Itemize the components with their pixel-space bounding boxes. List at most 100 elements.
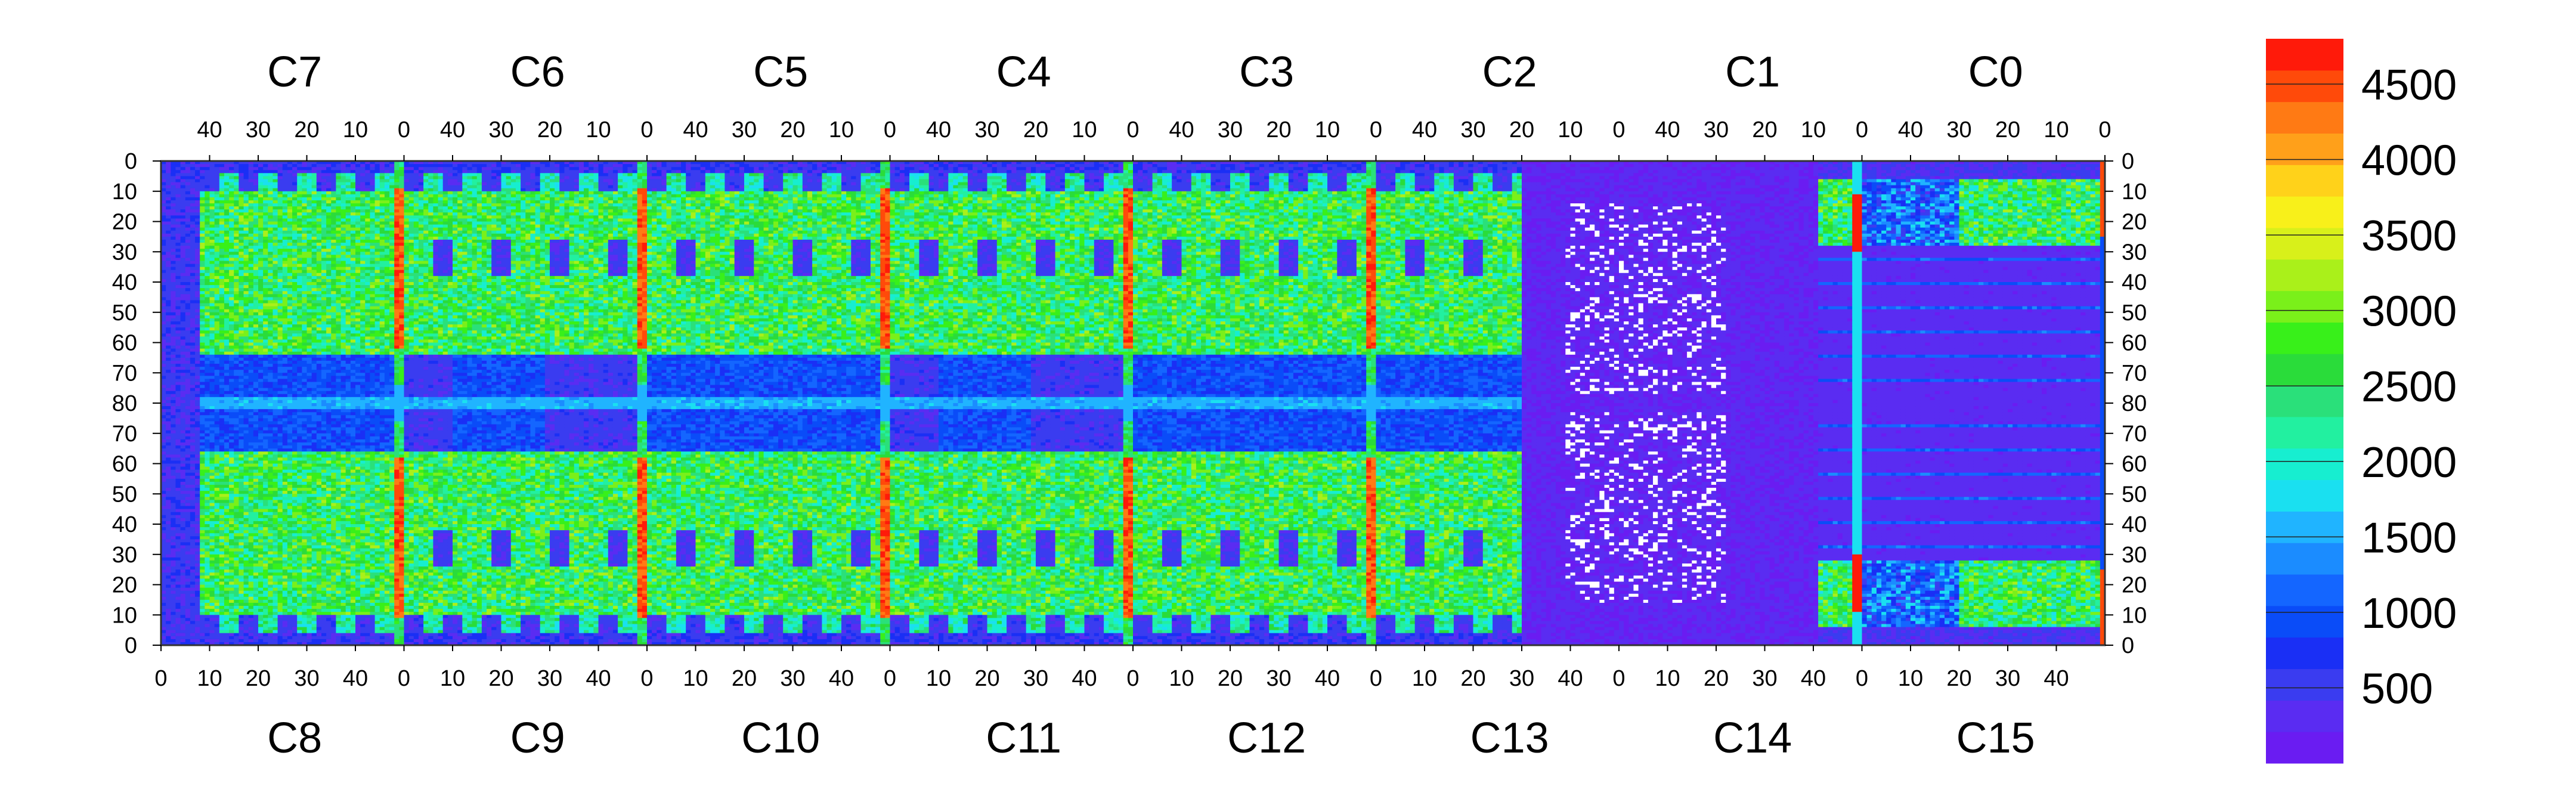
heatmap-cell [181, 255, 186, 258]
heatmap-cell [171, 222, 176, 225]
heatmap-cell [175, 533, 181, 537]
heatmap-cell [200, 276, 205, 280]
heatmap-cell [195, 578, 200, 582]
heatmap-cell [219, 282, 225, 286]
heatmap-cell [190, 439, 196, 443]
heatmap-cell [219, 394, 225, 398]
heatmap-cell [166, 497, 171, 500]
heatmap-cell [195, 428, 200, 431]
heatmap-cell [200, 418, 205, 422]
heatmap-cell [224, 621, 230, 624]
heatmap-cell [200, 552, 205, 555]
heatmap-cell [224, 321, 230, 325]
heatmap-cell [215, 485, 220, 488]
heatmap-cell [224, 273, 230, 277]
heatmap-cell [166, 300, 171, 304]
heatmap-cell [195, 400, 200, 404]
heatmap-cell [171, 300, 176, 304]
heatmap-cell [224, 212, 230, 216]
heatmap-cell [195, 324, 200, 328]
heatmap-cell [224, 291, 230, 295]
heatmap-cell [215, 349, 220, 352]
heatmap-cell [224, 473, 230, 476]
heatmap-cell [210, 291, 215, 295]
heatmap-cell [205, 612, 210, 615]
heatmap-cell [210, 330, 215, 334]
heatmap-cell [210, 448, 215, 452]
heatmap-cell [229, 225, 234, 228]
heatmap-cell [175, 309, 181, 313]
heatmap-cell [219, 327, 225, 331]
heatmap-cell [171, 552, 176, 555]
heatmap-cell [166, 581, 171, 585]
heatmap-cell [205, 533, 210, 537]
heatmap-cell [195, 442, 200, 446]
heatmap-cell [200, 425, 205, 428]
heatmap-cell [171, 173, 176, 177]
heatmap-cell [171, 267, 176, 271]
heatmap-cell [190, 373, 196, 376]
heatmap-cell [229, 179, 234, 182]
heatmap-cell [175, 324, 181, 328]
heatmap-cell [171, 297, 176, 301]
heatmap-cell [166, 406, 171, 410]
heatmap-cell [195, 500, 200, 503]
heatmap-cell [195, 370, 200, 373]
heatmap-cell [205, 222, 210, 225]
heatmap-cell [171, 539, 176, 543]
heatmap-cell [190, 578, 196, 582]
heatmap-cell [205, 270, 210, 274]
heatmap-cell [175, 282, 181, 286]
heatmap-cell [166, 606, 171, 609]
heatmap-cell [175, 234, 181, 237]
heatmap-cell [219, 618, 225, 621]
heatmap-cell [224, 615, 230, 618]
heatmap-cell [205, 552, 210, 555]
heatmap-cell [219, 506, 225, 510]
heatmap-cell [190, 164, 196, 168]
heatmap-cell [210, 436, 215, 440]
heatmap-cell [200, 473, 205, 476]
heatmap-cell [181, 225, 186, 228]
heatmap-cell [171, 394, 176, 398]
heatmap-cell [200, 581, 205, 585]
heatmap-cell [181, 170, 186, 174]
heatmap-cell [166, 630, 171, 634]
heatmap-cell [205, 546, 210, 549]
heatmap-cell [200, 394, 205, 398]
heatmap-cell [171, 255, 176, 258]
heatmap-cell [166, 639, 171, 643]
heatmap-cell [219, 361, 225, 364]
heatmap-cell [200, 448, 205, 452]
heatmap-cell [190, 264, 196, 268]
heatmap-cell [171, 485, 176, 488]
heatmap-cell [210, 346, 215, 349]
heatmap-cell [215, 206, 220, 210]
heatmap-cell [190, 491, 196, 494]
heatmap-cell [195, 191, 200, 195]
heatmap-cell [166, 530, 171, 534]
heatmap-cell [175, 297, 181, 301]
heatmap-cell [224, 270, 230, 274]
heatmap-cell [185, 330, 191, 334]
heatmap-cell [171, 400, 176, 404]
heatmap-cell [166, 243, 171, 246]
heatmap-cell [210, 482, 215, 485]
heatmap-cell [195, 546, 200, 549]
heatmap-cell [181, 572, 186, 576]
heatmap-cell [166, 382, 171, 385]
heatmap-cell [219, 428, 225, 431]
heatmap-cell [195, 527, 200, 531]
heatmap-cell [219, 442, 225, 446]
heatmap-cell [229, 282, 234, 286]
heatmap-cell [185, 564, 191, 567]
heatmap-cell [181, 606, 186, 609]
heatmap-cell [215, 488, 220, 491]
heatmap-cell [200, 482, 205, 485]
heatmap-cell [200, 421, 205, 425]
heatmap-cell [205, 294, 210, 298]
heatmap-cell [210, 361, 215, 364]
heatmap-cell [190, 597, 196, 600]
heatmap-cell [219, 339, 225, 343]
heatmap-cell [175, 621, 181, 624]
